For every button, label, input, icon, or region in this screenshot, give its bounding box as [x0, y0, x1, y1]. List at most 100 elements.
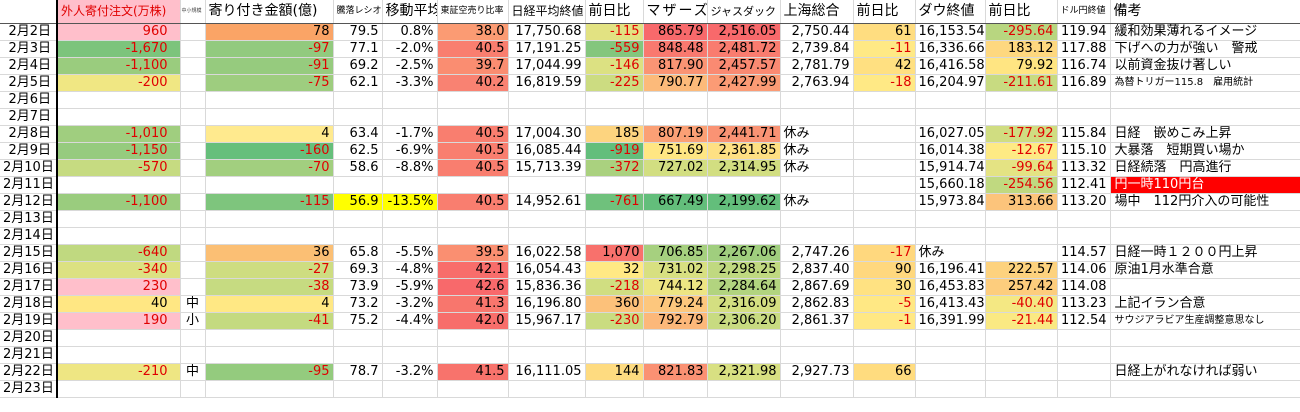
cell-shanghai[interactable]: 休み — [780, 142, 854, 160]
cell-dchg[interactable]: 79.92 — [985, 57, 1058, 75]
cell-note[interactable]: 日経 嵌めこみ上昇 — [1110, 125, 1300, 143]
cell-short[interactable]: 42.1 — [437, 261, 509, 279]
cell-nikkei[interactable]: 15,967.17 — [508, 312, 586, 330]
cell-note[interactable]: 場中 112円介入の可能性 — [1110, 193, 1300, 211]
cell-dow[interactable]: 16,416.58 — [915, 57, 986, 75]
cell-nchg[interactable] — [585, 210, 644, 228]
cell-short[interactable] — [437, 91, 509, 109]
cell-nchg[interactable] — [585, 380, 644, 398]
col-header-ratio[interactable]: 騰落レシオ — [333, 0, 383, 24]
cell-schg[interactable] — [853, 329, 916, 347]
cell-dchg[interactable] — [985, 346, 1058, 364]
cell-note[interactable]: 大暴落 短期買い場か — [1110, 142, 1300, 160]
cell-note[interactable] — [1110, 227, 1300, 245]
cell-shanghai[interactable]: 2,837.40 — [780, 261, 854, 279]
cell-foreign[interactable]: -1,670 — [57, 40, 181, 58]
cell-opening[interactable] — [205, 176, 334, 194]
cell-note[interactable]: 以前資金抜け著しい — [1110, 57, 1300, 75]
cell-ratio[interactable]: 56.9 — [333, 193, 383, 211]
cell-mothers[interactable]: 727.02 — [643, 159, 708, 177]
cell-size[interactable] — [180, 278, 206, 296]
cell-ratio[interactable]: 77.1 — [333, 40, 383, 58]
col-header-note[interactable]: 備考 — [1110, 0, 1300, 24]
col-header-nikkei[interactable]: 日経平均終値 — [508, 0, 586, 24]
cell-shanghai[interactable] — [780, 380, 854, 398]
cell-jasdaq[interactable]: 2,298.25 — [707, 261, 781, 279]
cell-size[interactable] — [180, 40, 206, 58]
cell-mothers[interactable] — [643, 227, 708, 245]
cell-foreign[interactable] — [57, 108, 181, 126]
cell-jasdaq[interactable]: 2,316.09 — [707, 295, 781, 313]
cell-foreign[interactable] — [57, 91, 181, 109]
cell-usdjpy[interactable] — [1057, 346, 1111, 364]
cell-opening[interactable]: -70 — [205, 159, 334, 177]
cell-opening[interactable]: -95 — [205, 363, 334, 381]
cell-nchg[interactable]: -115 — [585, 23, 644, 41]
cell-short[interactable]: 40.5 — [437, 40, 509, 58]
cell-nchg[interactable] — [585, 329, 644, 347]
cell-mothers[interactable]: 865.79 — [643, 23, 708, 41]
cell-shanghai[interactable] — [780, 176, 854, 194]
date-cell[interactable]: 2月4日 — [0, 57, 58, 75]
cell-ma[interactable]: -2.5% — [382, 57, 438, 75]
cell-foreign[interactable]: 190 — [57, 312, 181, 330]
cell-jasdaq[interactable] — [707, 227, 781, 245]
cell-nchg[interactable]: 1,070 — [585, 244, 644, 262]
cell-jasdaq[interactable] — [707, 210, 781, 228]
cell-dchg[interactable] — [985, 227, 1058, 245]
cell-note[interactable]: 為替トリガー115.8 雇用統計 — [1110, 74, 1300, 92]
cell-shanghai[interactable] — [780, 108, 854, 126]
cell-nikkei[interactable] — [508, 329, 586, 347]
cell-note[interactable]: 日経上がれなければ弱い — [1110, 363, 1300, 381]
cell-short[interactable]: 39.5 — [437, 244, 509, 262]
date-cell[interactable]: 2月14日 — [0, 227, 58, 245]
cell-dow[interactable] — [915, 108, 986, 126]
cell-mothers[interactable]: 751.69 — [643, 142, 708, 160]
cell-foreign[interactable]: -200 — [57, 74, 181, 92]
cell-schg[interactable] — [853, 176, 916, 194]
cell-ratio[interactable]: 73.9 — [333, 278, 383, 296]
cell-short[interactable] — [437, 176, 509, 194]
cell-dchg[interactable] — [985, 244, 1058, 262]
cell-schg[interactable]: 66 — [853, 363, 916, 381]
cell-size[interactable] — [180, 142, 206, 160]
cell-mothers[interactable] — [643, 210, 708, 228]
cell-short[interactable]: 42.6 — [437, 278, 509, 296]
cell-shanghai[interactable]: 休み — [780, 193, 854, 211]
cell-jasdaq[interactable] — [707, 380, 781, 398]
cell-ratio[interactable]: 58.6 — [333, 159, 383, 177]
cell-nikkei[interactable] — [508, 108, 586, 126]
cell-mothers[interactable]: 790.77 — [643, 74, 708, 92]
cell-foreign[interactable] — [57, 227, 181, 245]
cell-ratio[interactable]: 75.2 — [333, 312, 383, 330]
cell-foreign[interactable]: -210 — [57, 363, 181, 381]
date-cell[interactable]: 2月3日 — [0, 40, 58, 58]
cell-usdjpy[interactable]: 116.89 — [1057, 74, 1111, 92]
cell-size[interactable] — [180, 176, 206, 194]
col-header-jasdaq[interactable]: ジャスダック — [707, 0, 781, 24]
col-header-short[interactable]: 東証空売り比率 — [437, 0, 509, 24]
cell-ma[interactable] — [382, 227, 438, 245]
cell-dow[interactable]: 休み — [915, 244, 986, 262]
cell-ma[interactable] — [382, 108, 438, 126]
cell-nchg[interactable]: 144 — [585, 363, 644, 381]
cell-usdjpy[interactable]: 113.23 — [1057, 295, 1111, 313]
cell-size[interactable]: 中 — [180, 363, 206, 381]
cell-foreign[interactable] — [57, 210, 181, 228]
cell-nikkei[interactable] — [508, 346, 586, 364]
cell-shanghai[interactable] — [780, 329, 854, 347]
cell-opening[interactable]: -115 — [205, 193, 334, 211]
cell-dow[interactable] — [915, 380, 986, 398]
cell-mothers[interactable] — [643, 346, 708, 364]
cell-usdjpy[interactable] — [1057, 227, 1111, 245]
cell-nchg[interactable]: 185 — [585, 125, 644, 143]
date-cell[interactable]: 2月13日 — [0, 210, 58, 228]
cell-dchg[interactable]: 183.12 — [985, 40, 1058, 58]
cell-note[interactable]: 円一時110円台 — [1110, 176, 1300, 194]
cell-mothers[interactable]: 706.85 — [643, 244, 708, 262]
date-cell[interactable]: 2月5日 — [0, 74, 58, 92]
cell-jasdaq[interactable]: 2,361.85 — [707, 142, 781, 160]
cell-nchg[interactable]: -225 — [585, 74, 644, 92]
cell-ma[interactable] — [382, 346, 438, 364]
cell-mothers[interactable]: 848.48 — [643, 40, 708, 58]
